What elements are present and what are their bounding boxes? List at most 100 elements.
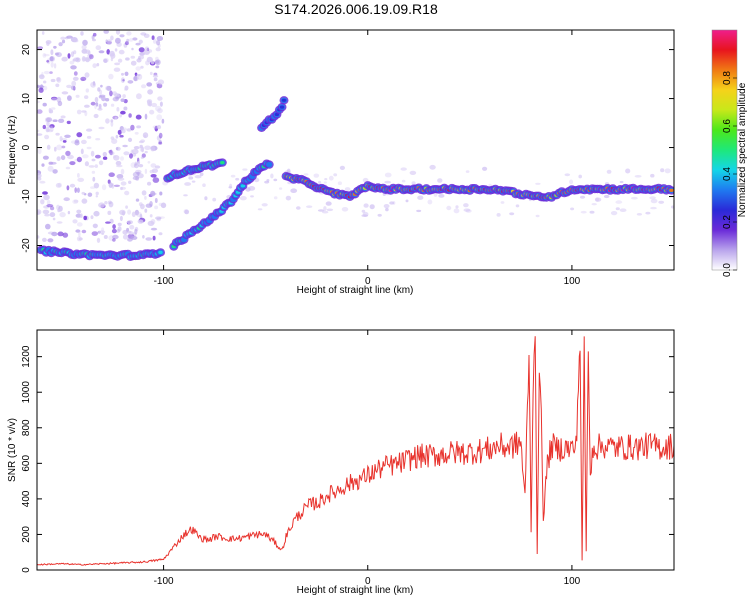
noise-speck [111, 228, 117, 234]
noise-speck [46, 199, 51, 206]
noise-speck [104, 201, 108, 205]
noise-speck [87, 192, 93, 197]
noise-speck [71, 80, 77, 87]
noise-speck [150, 145, 156, 152]
haze-speck [636, 213, 643, 216]
noise-speck [54, 52, 59, 56]
noise-speck [158, 232, 163, 236]
noise-speck [122, 79, 125, 82]
noise-speck [124, 71, 129, 77]
spectrogram-y-tick-label: 10 [21, 93, 32, 105]
noise-speck [59, 212, 66, 218]
noise-speck [112, 224, 116, 230]
noise-speck [120, 181, 127, 186]
noise-speck [154, 205, 159, 210]
snr-y-tick-label: 200 [21, 526, 32, 543]
haze-speck [580, 210, 587, 214]
noise-speck [84, 72, 90, 78]
noise-speck [139, 144, 143, 149]
noise-speck [81, 191, 86, 195]
haze-speck [325, 201, 332, 206]
noise-speck [49, 126, 54, 132]
noise-speck [46, 117, 53, 123]
noise-speck [98, 202, 105, 208]
noise-speck [42, 53, 47, 58]
haze-speck [650, 173, 655, 178]
noise-speck [144, 113, 148, 120]
noise-speck [128, 38, 134, 42]
haze-speck [188, 176, 194, 180]
haze-speck [290, 188, 298, 193]
haze-speck [463, 203, 469, 208]
colorbar: 0.0 0.2 0.4 0.6 0.8 Normalized spectral ampl… [711, 29, 748, 277]
noise-speck [120, 110, 126, 115]
noise-speck [105, 98, 110, 102]
noise-speck [81, 45, 87, 50]
noise-speck [81, 198, 88, 204]
noise-speck [127, 80, 134, 84]
colorbar-tick-label: 0.6 [722, 119, 733, 133]
figure-title: S174.2026.006.19.09.R18 [274, 1, 438, 17]
noise-speck [46, 144, 51, 150]
noise-speck [133, 163, 139, 169]
noise-speck [49, 124, 55, 129]
noise-speck [70, 51, 75, 58]
haze-speck [589, 210, 595, 214]
colorbar-tick-label: 0.0 [722, 263, 733, 277]
noise-speck [45, 40, 52, 45]
noise-speck [43, 194, 50, 201]
noise-speck [147, 103, 152, 107]
snr-series-line [37, 336, 674, 566]
noise-speck [105, 39, 108, 44]
haze-speck [591, 203, 597, 206]
noise-speck [41, 31, 45, 35]
noise-speck [136, 211, 142, 218]
haze-speck [212, 197, 217, 202]
noise-speck [72, 58, 78, 62]
noise-speck [85, 57, 90, 63]
noise-speck [160, 202, 167, 209]
noise-speck [57, 100, 63, 107]
noise-speck [64, 134, 71, 138]
noise-speck [53, 63, 57, 69]
noise-speck [149, 71, 153, 76]
noise-speck [65, 166, 71, 170]
noise-speck [119, 134, 124, 138]
noise-speck [127, 209, 132, 215]
noise-speck [66, 35, 73, 39]
snr-y-ticks: 0 200 400 600 800 1000 1200 [21, 345, 674, 573]
noise-speck [58, 118, 65, 124]
haze-speck [437, 178, 443, 183]
noise-speck [115, 30, 121, 35]
noise-speck [103, 102, 108, 107]
spectrogram-y-ticks: -20 -10 0 10 20 [21, 44, 674, 253]
noise-speck [50, 49, 54, 56]
noise-speck [116, 228, 120, 233]
noise-speck [127, 137, 133, 142]
noise-speck [126, 31, 132, 36]
noise-speck [140, 139, 146, 143]
snr-plot-area [37, 330, 674, 570]
noise-speck [129, 153, 133, 159]
ridge-core [281, 98, 287, 102]
noise-speck [139, 52, 145, 56]
haze-speck [482, 166, 488, 171]
noise-speck [97, 107, 103, 111]
noise-speck [128, 180, 132, 184]
noise-speck [107, 200, 112, 205]
noise-speck [84, 95, 89, 99]
noise-speck [49, 71, 53, 74]
noise-speck [155, 56, 159, 62]
haze-speck [564, 173, 571, 177]
noise-speck [95, 102, 99, 107]
noise-speck [99, 94, 106, 98]
noise-speck [109, 90, 113, 97]
haze-speck [569, 179, 574, 185]
noise-speck [72, 219, 78, 224]
noise-speck [92, 63, 97, 69]
noise-speck [122, 94, 126, 99]
noise-speck [132, 76, 139, 82]
noise-speck [41, 71, 44, 77]
haze-speck [317, 209, 325, 212]
noise-speck [149, 201, 153, 207]
